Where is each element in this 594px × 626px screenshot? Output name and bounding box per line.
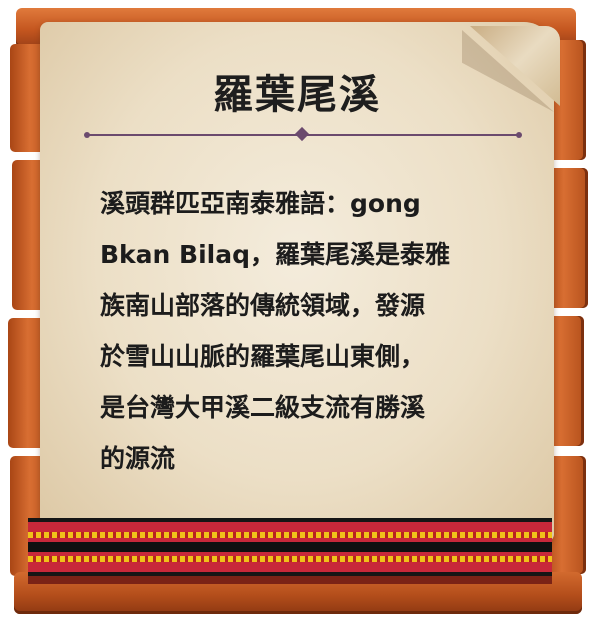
band-stripe <box>28 562 552 572</box>
ornamental-divider <box>84 126 522 142</box>
band-stripe <box>28 576 552 584</box>
band-stripe <box>28 572 552 576</box>
band-stripe <box>28 522 552 532</box>
band-stripe <box>28 556 552 562</box>
divider-dot <box>84 132 90 138</box>
sign-description: 溪頭群匹亞南泰雅語：gong Bkan Bilaq，羅葉尾溪是泰雅 族南山部落的… <box>100 189 451 473</box>
band-stripe <box>28 532 552 538</box>
woven-band <box>28 518 552 584</box>
parchment-panel <box>40 22 554 542</box>
sign-title: 羅葉尾溪 <box>213 72 381 118</box>
band-stripe <box>28 542 552 552</box>
band-stripe <box>28 518 552 522</box>
band-stripe <box>28 552 552 556</box>
band-stripe <box>28 538 552 542</box>
divider-dot <box>516 132 522 138</box>
